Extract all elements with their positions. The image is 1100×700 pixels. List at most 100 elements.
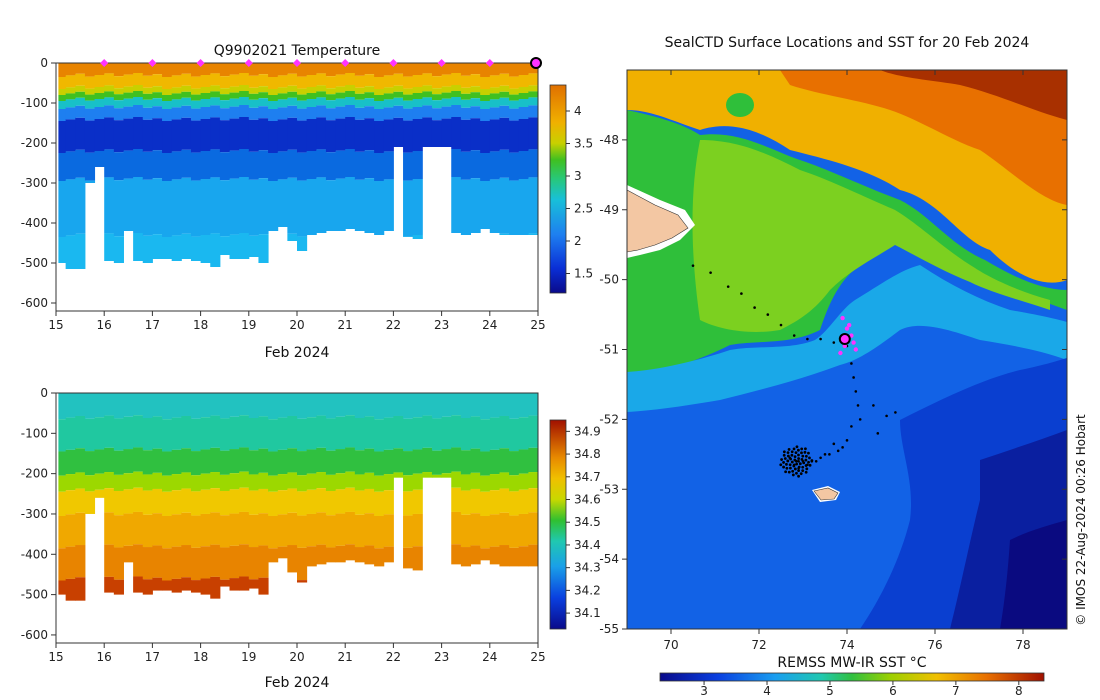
heatmap-cell [470,513,481,546]
heatmap-cell [364,98,375,107]
heatmap-cell [229,578,240,591]
cluster-point [782,453,786,457]
heatmap-cell [345,105,356,117]
colorbar-tick-label: 34.4 [574,538,601,552]
sst-tick-label: 8 [1015,684,1023,698]
cluster-point [787,470,791,474]
x-tick-label: 20 [289,318,304,332]
heatmap-cell [287,393,298,416]
heatmap-cell [297,475,308,492]
heatmap-cell [84,393,96,419]
heatmap-cell [393,472,404,478]
cluster-point [792,447,796,451]
lat-tick-label: -48 [599,133,619,147]
heatmap-cell [431,474,443,478]
heatmap-cell [104,544,115,577]
temperature-colorbar [549,84,567,294]
heatmap-cell [75,63,86,74]
heatmap-cell [65,179,76,236]
track-point [876,432,880,435]
heatmap-cell [113,100,124,109]
heatmap-cell [123,86,134,93]
heatmap-cell [239,105,250,117]
x-tick-label: 19 [241,318,256,332]
heatmap-cell [181,233,192,259]
heatmap-cell [412,513,423,547]
heatmap-cell [364,448,375,473]
heatmap-cell [113,418,124,451]
heatmap-cell [190,94,202,101]
heatmap-cell [58,101,67,109]
heatmap-cell [65,87,76,94]
heatmap-cell [364,488,375,514]
heatmap-cell [190,63,202,77]
heatmap-cell [518,513,529,547]
heatmap-cell [480,491,491,516]
heatmap-cell [364,393,375,417]
heatmap-cell [499,488,510,513]
heatmap-cell [133,487,144,512]
heatmap-cell [239,177,250,233]
heatmap-cell [335,489,346,514]
heatmap-cell [248,119,259,152]
cluster-point [801,469,805,473]
heatmap-cell [162,451,173,476]
heatmap-cell [171,417,182,450]
heatmap-cell [470,98,481,107]
heatmap-cell [268,451,279,476]
heatmap-cell [142,450,153,475]
heatmap-cell [210,576,221,599]
heatmap-cell [84,76,96,89]
recent-position-point [840,315,845,321]
heatmap-cell [354,93,365,100]
heatmap-cell [393,63,404,74]
heatmap-cell [210,91,221,98]
heatmap-cell [142,75,153,88]
heatmap-cell [171,546,182,579]
recent-position-point [844,326,850,331]
cluster-point [788,463,792,467]
heatmap-cell [460,99,472,108]
heatmap-cell [316,117,327,150]
heatmap-cell [345,447,356,472]
cluster-point [807,451,810,455]
heatmap-cell [94,449,105,474]
heatmap-cell [306,489,317,514]
heatmap-cell [393,73,404,86]
heatmap-cell [65,490,76,515]
x-tick-label: 18 [193,650,208,664]
heatmap-cell [152,513,163,546]
heatmap-cell [268,491,279,516]
heatmap-cell [258,150,269,179]
heatmap-cell [460,393,472,418]
heatmap-cell [422,97,433,106]
colorbar-tick-label: 34.8 [574,447,601,461]
heatmap-cell [123,92,134,99]
heatmap-cell [297,418,308,452]
x-tick-label: 16 [97,650,112,664]
heatmap-cell [480,515,491,549]
heatmap-cell [239,471,250,488]
recent-positions [838,315,858,356]
heatmap-cell [364,92,375,99]
track-point [856,404,860,407]
heatmap-cell [219,63,231,77]
heatmap-cell [229,449,240,474]
recent-position-point [847,322,852,328]
heatmap-cell [94,417,105,450]
heatmap-cell [354,474,365,491]
heatmap-cell [123,449,134,474]
heatmap-cell [268,121,279,153]
x-tick-label: 22 [386,318,401,332]
heatmap-cell [431,418,443,451]
heatmap-cell [364,416,375,449]
heatmap-cell [75,448,86,473]
cluster-point [792,464,796,468]
heatmap-cell [94,63,105,75]
heatmap-cell [210,415,221,448]
heatmap-cell [104,393,115,416]
salinity-x-label: Feb 2024 [265,675,330,691]
heatmap-cell [403,94,414,101]
heatmap-cell [75,512,86,546]
track-point [858,418,862,421]
